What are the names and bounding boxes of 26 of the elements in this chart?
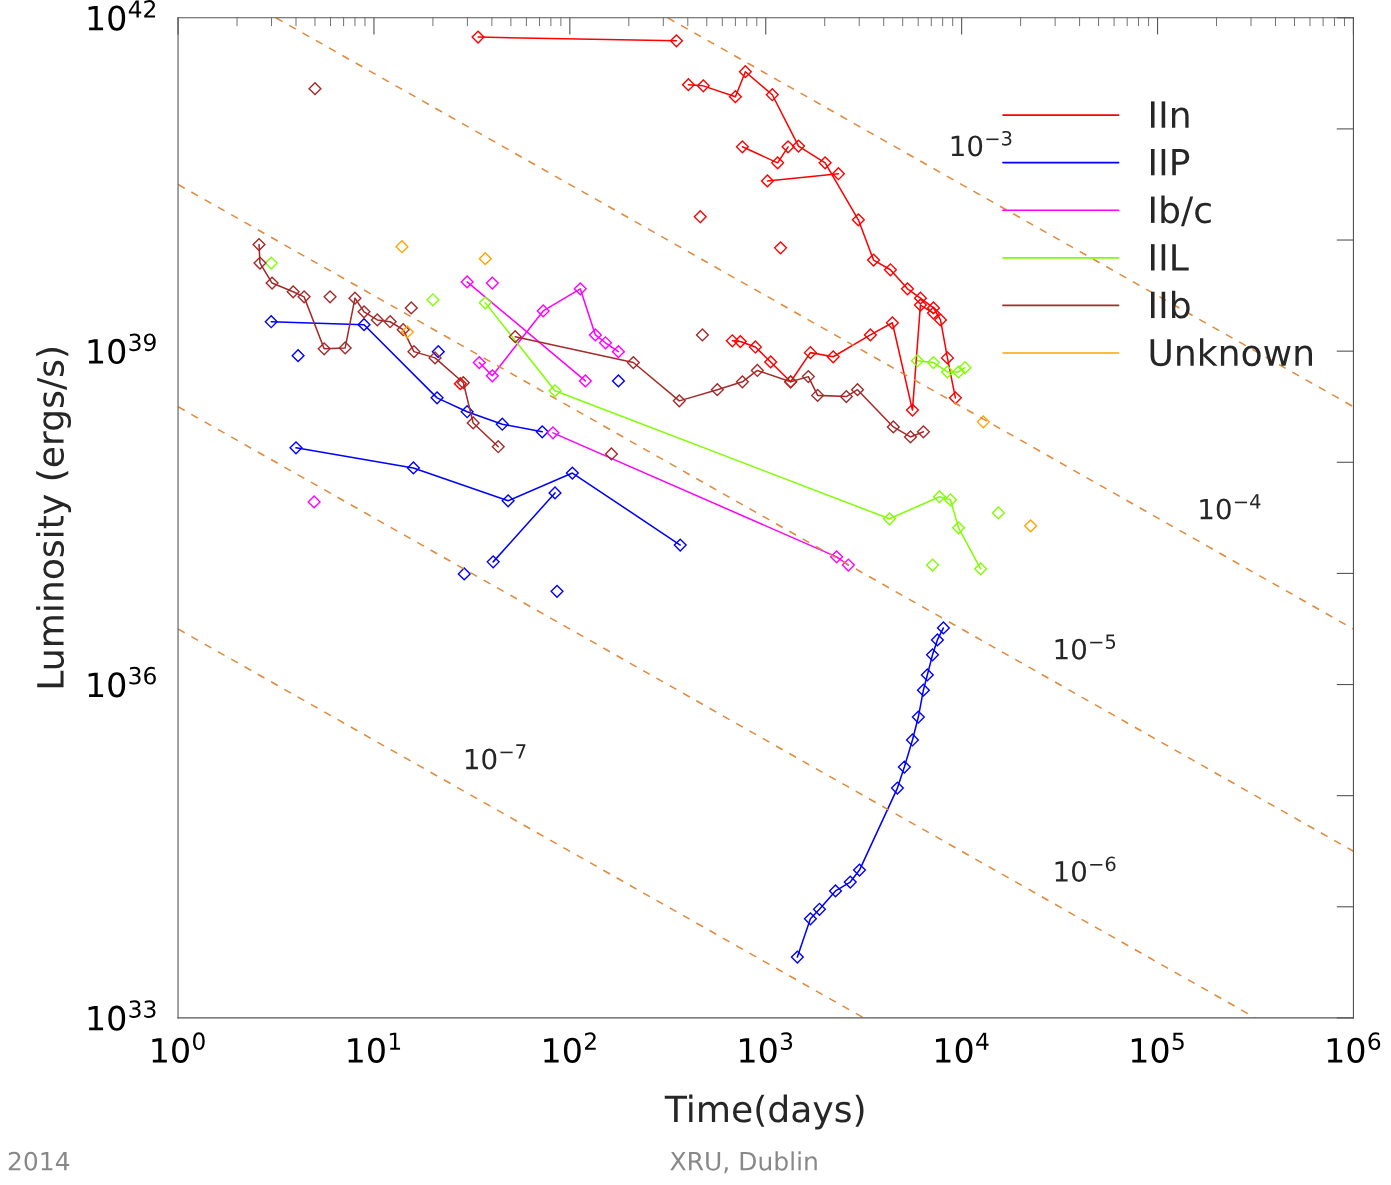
y-tick-label: 10$^{39}$ <box>88 333 156 365</box>
x-tick-label: 10$^{0}$ <box>152 1032 205 1063</box>
annotation: 10$^{−7}$ <box>465 744 526 770</box>
y-tick-label: 10$^{42}$ <box>88 0 156 31</box>
annotation: 10$^{−3}$ <box>951 130 1012 157</box>
x-tick-label: 10$^{4}$ <box>935 1032 989 1063</box>
y-tick-label: 10$^{33}$ <box>88 1000 156 1031</box>
x-tick-label: 10$^{2}$ <box>544 1032 596 1063</box>
text: XRU, Dublin <box>670 1151 817 1174</box>
legend-label: IIb <box>1150 290 1190 319</box>
legend-label: Unknown <box>1150 338 1313 367</box>
legend-label: IIP <box>1150 148 1190 176</box>
y-axis-title: Luminosity (ergs/s) <box>36 348 72 688</box>
annotation: 10$^{−5}$ <box>1055 634 1116 660</box>
x-axis-title: Time(days) <box>664 1094 864 1130</box>
legend-label: Ib/c <box>1150 195 1211 227</box>
x-tick-label: 10$^{6}$ <box>1327 1032 1381 1063</box>
x-tick-label: 10$^{1}$ <box>348 1032 401 1063</box>
y-tick-label: 10$^{36}$ <box>88 666 156 698</box>
annotation: 10$^{−4}$ <box>1200 494 1261 520</box>
x-tick-label: 10$^{5}$ <box>1131 1032 1184 1063</box>
text: 2014 <box>8 1151 70 1171</box>
legend-label: IIn <box>1150 101 1189 128</box>
annotation: 10$^{−6}$ <box>1055 856 1116 882</box>
legend-label: IIL <box>1150 244 1189 271</box>
x-tick-label: 10$^{3}$ <box>740 1032 793 1063</box>
